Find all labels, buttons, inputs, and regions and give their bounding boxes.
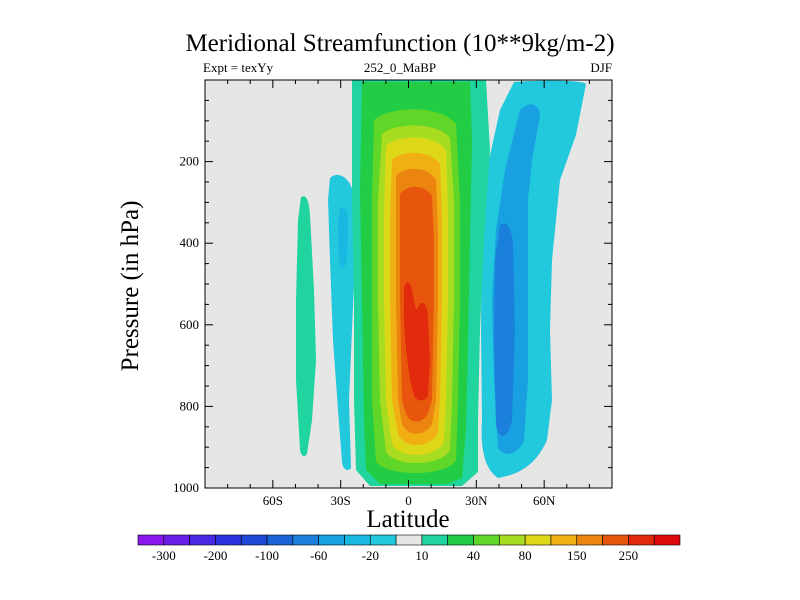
colorbar-label: 80 — [519, 548, 532, 563]
colorbar: -300 -200 -100 -60 -20 10 40 80 150 250 — [137, 534, 681, 563]
y-tick-label: 400 — [180, 235, 200, 250]
y-axis-label: Pressure (in hPa) — [117, 201, 144, 372]
colorbar-label: -20 — [362, 548, 379, 563]
y-axis: 200 400 600 800 1000 — [173, 99, 612, 495]
colorbar-swatch — [628, 534, 655, 546]
colorbar-swatch — [318, 534, 345, 546]
colorbar-swatch — [395, 534, 423, 546]
y-tick-label: 1000 — [173, 480, 199, 495]
colorbar-swatch — [240, 534, 268, 546]
y-tick-label: 600 — [180, 317, 200, 332]
x-tick-label: 60N — [533, 493, 556, 508]
x-tick-label: 30N — [465, 493, 488, 508]
colorbar-label: -100 — [255, 548, 279, 563]
contour-fill-south-mid-lat-negative — [328, 174, 355, 470]
colorbar-label: -200 — [204, 548, 228, 563]
x-tick-label: 30S — [331, 493, 351, 508]
colorbar-swatch — [344, 534, 371, 546]
contour-fill-north-mid-lat-negative-core — [494, 223, 515, 436]
colorbar-swatch — [473, 534, 500, 546]
colorbar-swatch — [524, 534, 552, 546]
colorbar-label: 250 — [619, 548, 639, 563]
colorbar-swatch — [421, 534, 449, 546]
x-tick-label: 60S — [263, 493, 283, 508]
colorbar-swatch — [137, 534, 165, 546]
chart-title: Meridional Streamfunction (10**9kg/m-2) — [185, 30, 615, 57]
time-label: 252_0_MaBP — [363, 60, 437, 75]
colorbar-swatch — [189, 534, 216, 546]
contour-layers — [296, 80, 586, 486]
contour-fill-tropical-250 — [404, 282, 430, 401]
colorbar-swatch — [550, 534, 578, 546]
colorbar-label: 40 — [467, 548, 480, 563]
colorbar-swatch — [163, 534, 190, 546]
y-tick-label: 200 — [180, 154, 200, 169]
contour-fill-south-high-lat-positive — [296, 196, 316, 457]
colorbar-swatch — [447, 534, 474, 546]
experiment-label: Expt = texYy — [203, 60, 274, 75]
x-tick-label: 0 — [405, 493, 412, 508]
colorbar-swatch — [576, 534, 603, 546]
contour-fill-south-mid-lat-core — [338, 207, 348, 268]
colorbar-swatch — [499, 534, 526, 546]
colorbar-swatch — [653, 534, 681, 546]
colorbar-swatch — [369, 534, 397, 546]
colorbar-label: -300 — [152, 548, 176, 563]
colorbar-label: 10 — [415, 548, 428, 563]
colorbar-swatch — [292, 534, 319, 546]
y-tick-label: 800 — [180, 398, 200, 413]
colorbar-label: -60 — [310, 548, 327, 563]
season-label: DJF — [590, 60, 612, 75]
colorbar-swatch — [266, 534, 294, 546]
colorbar-label: 150 — [567, 548, 587, 563]
colorbar-swatch — [215, 534, 242, 546]
colorbar-swatch — [602, 534, 629, 546]
x-axis: 60S 30S 0 30N 60N — [227, 80, 590, 508]
x-axis-label: Latitude — [366, 506, 449, 533]
